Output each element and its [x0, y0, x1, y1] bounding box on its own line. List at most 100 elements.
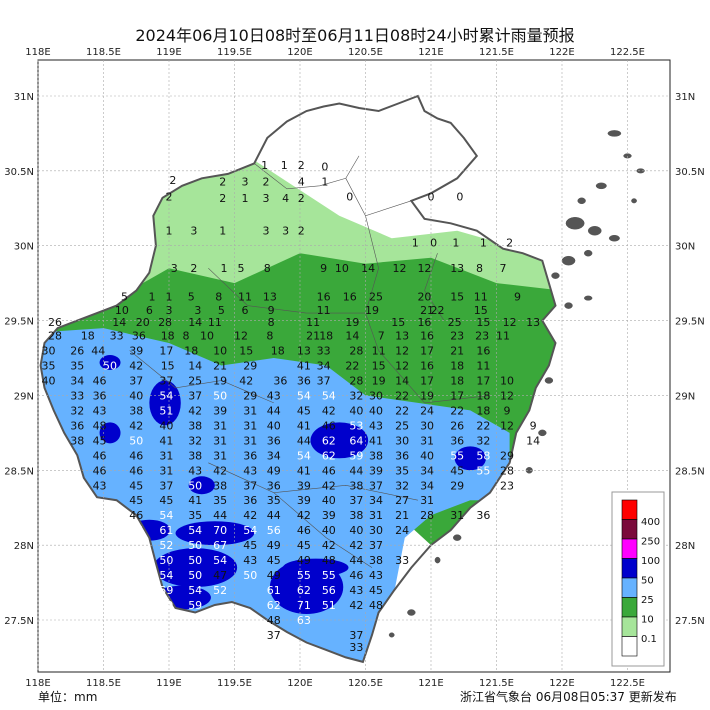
station-value: 11	[474, 291, 488, 304]
station-value: 44	[349, 464, 363, 477]
island	[434, 556, 441, 564]
island	[631, 198, 637, 204]
lon-tick-label: 121.5E	[479, 678, 514, 689]
lon-tick-label: 121E	[418, 678, 443, 689]
lat-tick-label: 30.5N	[675, 167, 705, 178]
station-value: 43	[188, 464, 202, 477]
station-value: 43	[243, 554, 257, 567]
station-value: 54	[159, 389, 173, 402]
station-value: 12	[234, 330, 248, 343]
legend-swatch	[621, 597, 638, 618]
station-value: 5	[121, 291, 128, 304]
station-value: 42	[129, 419, 143, 432]
station-value: 44	[91, 345, 105, 358]
station-value: 12	[417, 262, 431, 275]
station-value: 31	[159, 464, 173, 477]
lon-tick-label: 122.5E	[610, 47, 645, 58]
station-value: 35	[41, 359, 55, 372]
station-value: 36	[297, 374, 311, 387]
station-value: 0	[428, 190, 435, 203]
station-value: 31	[213, 419, 227, 432]
station-value: 43	[267, 389, 281, 402]
station-value: 59	[159, 599, 173, 612]
island	[587, 226, 602, 236]
station-value: 48	[369, 599, 383, 612]
station-value: 3	[171, 262, 178, 275]
axis-labels: 118E 118E 118.5E 118.5E 119E 119E 119.5E 119.5E…	[4, 47, 705, 689]
station-value: 19	[213, 374, 227, 387]
station-value: 46	[297, 524, 311, 537]
station-value: 5	[188, 291, 195, 304]
station-value: 31	[243, 419, 257, 432]
station-value: 42	[349, 539, 363, 552]
station-value: 34	[420, 464, 434, 477]
station-value: 43	[369, 569, 383, 582]
station-value: 3	[262, 225, 269, 238]
legend-label: 0.1	[641, 634, 657, 645]
station-value: 44	[349, 554, 363, 567]
station-value: 40	[420, 449, 434, 462]
island	[636, 168, 645, 174]
station-value: 41	[297, 359, 311, 372]
station-value: 46	[93, 449, 107, 462]
island	[565, 217, 585, 230]
lon-tick-label: 120.5E	[348, 678, 383, 689]
station-value: 36	[243, 449, 257, 462]
station-value: 54	[297, 449, 311, 462]
station-value: 33	[110, 330, 124, 343]
station-value: 33	[349, 641, 363, 654]
station-value: 46	[93, 464, 107, 477]
station-value: 42	[322, 404, 336, 417]
station-value: 37	[243, 479, 257, 492]
station-value: 38	[349, 509, 363, 522]
station-value: 34	[420, 479, 434, 492]
station-value: 12	[500, 389, 514, 402]
station-value: 55	[476, 464, 490, 477]
station-value: 15	[239, 345, 253, 358]
legend-label: 400	[641, 517, 660, 528]
station-value: 42	[129, 359, 143, 372]
station-value: 19	[420, 389, 434, 402]
station-value: 38	[70, 434, 84, 447]
station-value: 4	[282, 192, 289, 205]
station-value: 29	[450, 479, 464, 492]
station-value: 71	[297, 599, 311, 612]
legend-label: 25	[641, 595, 654, 606]
station-value: 46	[322, 419, 336, 432]
station-value: 50	[188, 539, 202, 552]
island	[564, 302, 573, 309]
station-value: 11	[496, 330, 510, 343]
station-value: 37	[159, 479, 173, 492]
station-value: 28	[48, 330, 62, 343]
station-value: 31	[243, 434, 257, 447]
station-value: 17	[450, 389, 464, 402]
lat-tick-label: 28.5N	[675, 466, 705, 477]
station-value: 55	[322, 569, 336, 582]
lon-tick-label: 121.5E	[479, 47, 514, 58]
station-value: 11	[208, 316, 222, 329]
station-value: 31	[213, 449, 227, 462]
station-value: 41	[297, 464, 311, 477]
station-value: 2	[190, 262, 197, 275]
station-value: 34	[317, 359, 331, 372]
station-value: 42	[297, 509, 311, 522]
lon-tick-label: 118.5E	[86, 47, 121, 58]
station-value: 21	[420, 304, 434, 317]
station-value: 15	[161, 359, 175, 372]
station-value: 36	[450, 434, 464, 447]
station-value: 43	[93, 479, 107, 492]
station-value: 36	[132, 330, 146, 343]
station-value: 22	[450, 404, 464, 417]
station-value: 36	[267, 479, 281, 492]
station-value: 35	[267, 494, 281, 507]
station-value: 24	[420, 404, 434, 417]
station-value: 43	[243, 464, 257, 477]
station-value: 46	[129, 464, 143, 477]
station-value: 30	[41, 345, 55, 358]
rain-zone-dark-blue	[99, 355, 487, 615]
unit-label: 单位：mm	[38, 690, 98, 704]
heavy-rain-cell	[149, 380, 181, 426]
island	[538, 429, 547, 437]
